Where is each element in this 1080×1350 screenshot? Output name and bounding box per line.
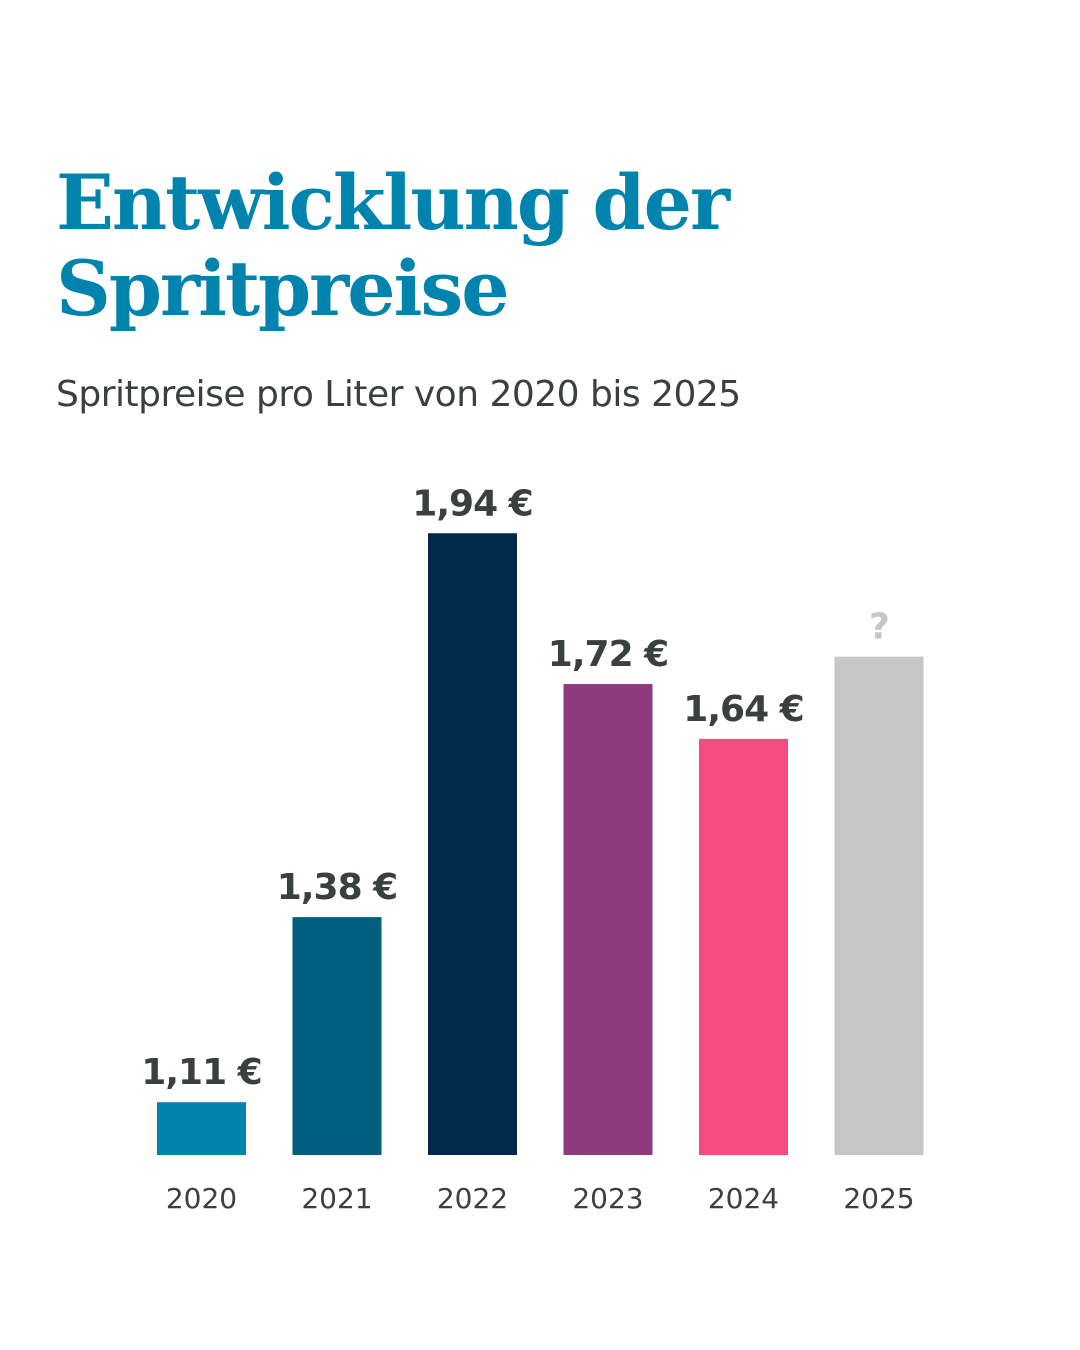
- bar-2024: [699, 738, 788, 1155]
- data-label-2021: 1,38 €: [277, 867, 397, 908]
- data-label-2025: ?: [869, 607, 889, 648]
- data-label-2024: 1,64 €: [683, 689, 803, 730]
- data-label-2020: 1,11 €: [141, 1052, 261, 1093]
- bar-2021: [292, 917, 382, 1155]
- chart-title: Entwicklung der Spritpreise: [56, 158, 730, 333]
- x-tick-label-2021: 2021: [301, 1182, 372, 1215]
- bar-2022: [428, 533, 517, 1155]
- bar-2025: [834, 656, 924, 1155]
- x-tick-label-2022: 2022: [437, 1182, 508, 1215]
- x-tick-label-2025: 2025: [843, 1182, 914, 1215]
- x-tick-label-2024: 2024: [708, 1182, 779, 1215]
- bar-2023: [563, 684, 653, 1155]
- x-tick-label-2020: 2020: [166, 1182, 237, 1215]
- data-label-2022: 1,94 €: [412, 483, 532, 524]
- bar-2020: [157, 1102, 246, 1155]
- x-tick-label-2023: 2023: [572, 1182, 643, 1215]
- data-label-2023: 1,72 €: [548, 634, 668, 675]
- chart-subtitle: Spritpreise pro Liter von 2020 bis 2025: [56, 374, 741, 415]
